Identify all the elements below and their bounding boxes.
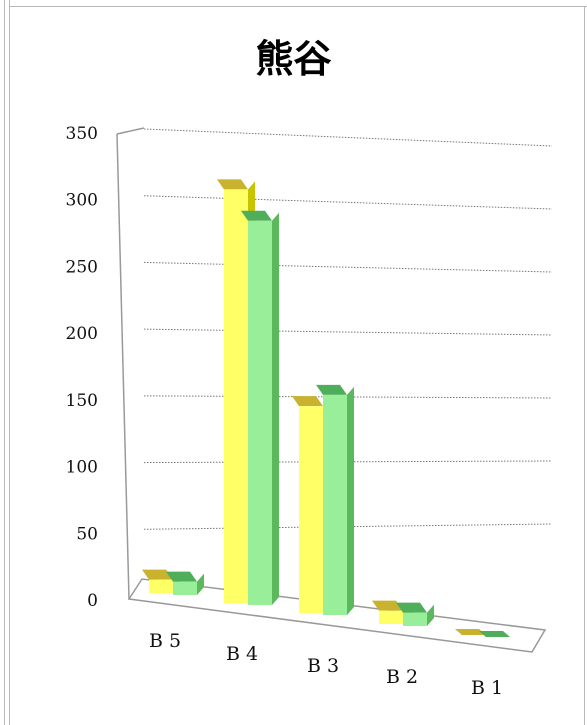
gridline [143, 261, 553, 273]
y-tick-label: 100 [66, 458, 98, 478]
y-tick-label: 50 [76, 524, 98, 544]
y-tick-label: 250 [66, 257, 98, 277]
bar-top-B5-s2 [166, 571, 197, 582]
bar-top-B4-s1 [217, 179, 248, 190]
bar-top-B1-s1 [455, 629, 486, 635]
bar-side-B4-s2 [272, 212, 279, 605]
gridline [143, 328, 553, 336]
bar-top-B3-s1 [292, 396, 323, 407]
y-axis-line [116, 133, 130, 600]
bar-B3-s2 [323, 394, 347, 615]
y-tick-label: 150 [66, 391, 98, 411]
y-tick-label: 200 [66, 324, 98, 344]
bar-side-B3-s2 [347, 386, 354, 615]
bar-side-B5-s2 [197, 573, 204, 595]
frame-border-top [9, 6, 587, 7]
frame-border-left-outer [4, 0, 5, 725]
bar-top-B5-s1 [142, 569, 173, 580]
chart-title: 熊谷 [255, 37, 332, 81]
bar-B4-s2 [248, 220, 272, 605]
bar-B5-s2 [173, 581, 197, 595]
x-tick-label: B 1 [471, 677, 503, 699]
bar-top-B4-s2 [241, 210, 272, 221]
bar-top-B1-s2 [479, 631, 510, 637]
bar-side-B2-s2 [427, 604, 434, 626]
bar-top-B3-s2 [316, 384, 347, 395]
bar-B2-s2 [403, 612, 427, 626]
x-tick-label: B 3 [307, 655, 339, 677]
y-tick-label: 0 [87, 591, 98, 611]
x-tick-label: B 2 [386, 666, 418, 688]
bar-B3-s1 [299, 406, 323, 613]
frame-border-right [584, 6, 585, 725]
x-tick-label: B 4 [226, 643, 258, 665]
gridline [143, 195, 553, 210]
y-tick-label: 300 [66, 191, 98, 211]
bar-B5-s1 [149, 579, 173, 593]
y-axis-top-edge [116, 127, 145, 135]
bar-top-B2-s2 [396, 602, 427, 613]
frame-border-left-inner [9, 0, 10, 725]
bar-top-B2-s1 [372, 600, 403, 611]
bar-B4-s1 [224, 189, 248, 603]
y-tick-label: 350 [66, 124, 98, 144]
gridline [143, 128, 553, 147]
bar-B2-s1 [379, 610, 403, 624]
x-tick-label: B 5 [149, 630, 181, 652]
